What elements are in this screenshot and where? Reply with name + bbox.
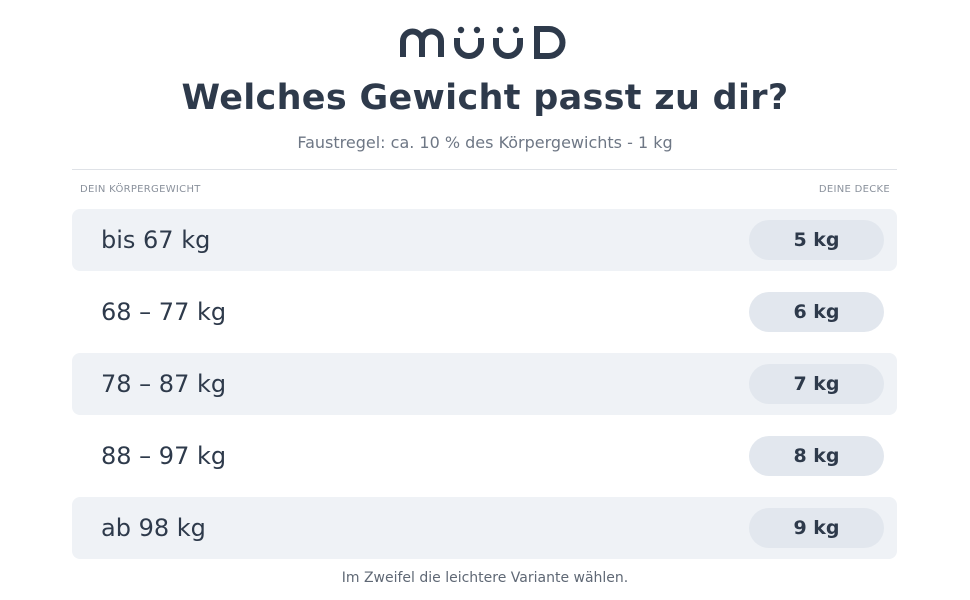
logo-u <box>454 38 484 59</box>
weight-range: bis 67 kg <box>101 226 211 254</box>
logo-dot <box>457 26 465 34</box>
table-row: 88 – 97 kg 8 kg <box>72 425 897 487</box>
subtitle: Faustregel: ca. 10 % des Körpergewichts … <box>297 133 673 152</box>
title: Welches Gewicht passt zu dir? <box>181 78 789 118</box>
blanket-weight: 6 kg <box>749 292 884 332</box>
weight-range: ab 98 kg <box>101 514 206 542</box>
blanket-weight: 5 kg <box>749 220 884 260</box>
column-header: DEIN KÖRPERGEWICHT <box>80 184 201 195</box>
logo <box>400 26 566 59</box>
weight-range: 68 – 77 kg <box>101 298 227 326</box>
blanket-weight: 7 kg <box>749 364 884 404</box>
table-row: 68 – 77 kg 6 kg <box>72 281 897 343</box>
logo-d <box>534 26 566 59</box>
blanket-weight: 8 kg <box>749 436 884 476</box>
logo-dot <box>496 26 504 34</box>
weight-range: 88 – 97 kg <box>101 442 227 470</box>
table-row: bis 67 kg 5 kg <box>72 209 897 271</box>
logo-m <box>400 28 444 57</box>
logo-u <box>493 38 523 59</box>
table-row: 78 – 87 kg 7 kg <box>72 353 897 415</box>
weight-range: 78 – 87 kg <box>101 370 227 398</box>
table-row: ab 98 kg 9 kg <box>72 497 897 559</box>
logo-dot <box>512 26 520 34</box>
divider <box>72 169 897 170</box>
logo-dot <box>473 26 481 34</box>
footer-note: Im Zweifel die leichtere Variante wählen… <box>341 570 629 586</box>
column-header: DEINE DECKE <box>818 184 890 195</box>
blanket-weight: 9 kg <box>749 508 884 548</box>
